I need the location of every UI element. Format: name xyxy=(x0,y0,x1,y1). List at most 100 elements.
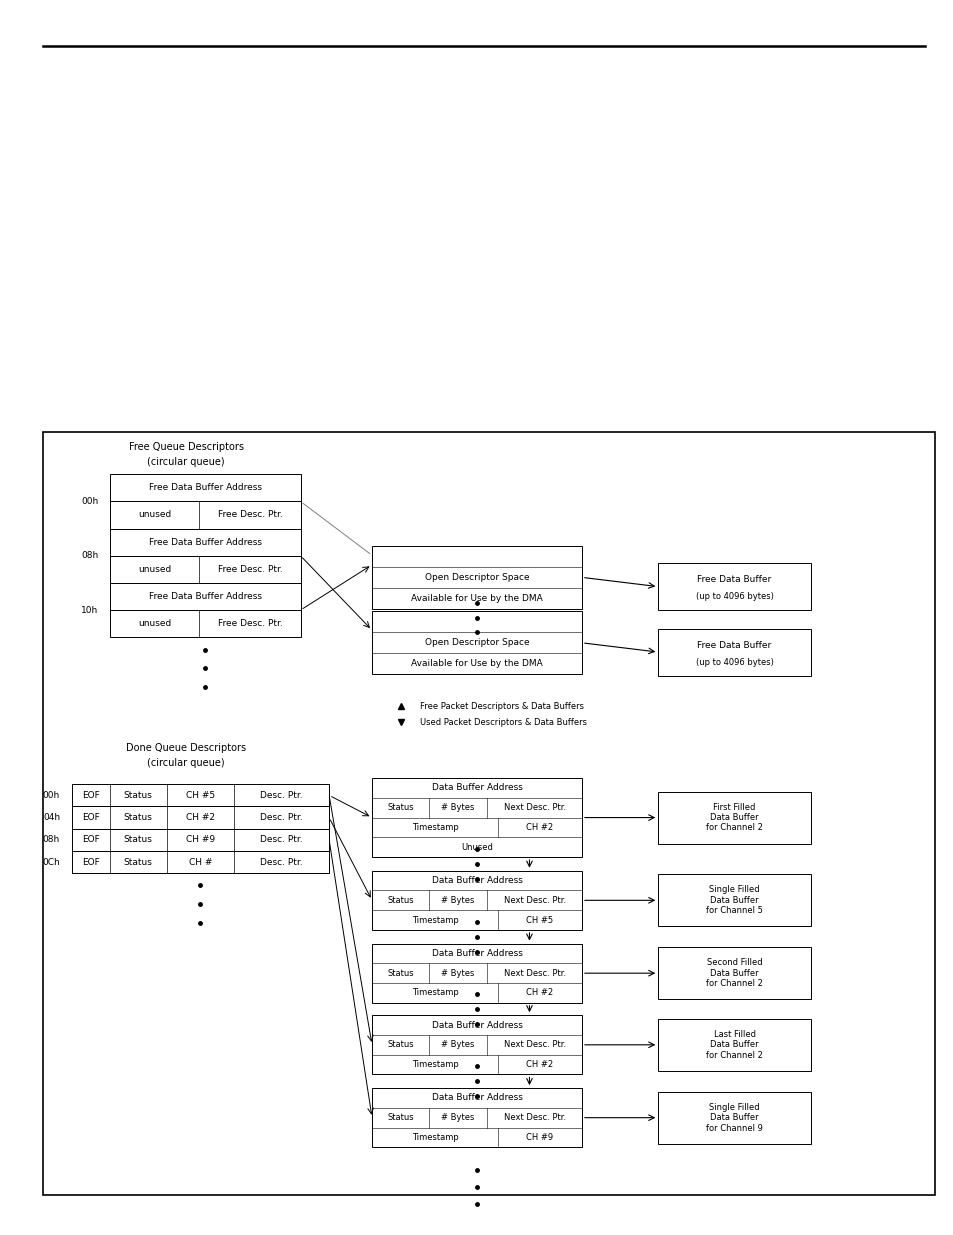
Bar xyxy=(71,784,329,806)
Text: CH #2: CH #2 xyxy=(186,813,214,823)
Text: Used Packet Descriptors & Data Buffers: Used Packet Descriptors & Data Buffers xyxy=(419,718,586,727)
Text: (circular queue): (circular queue) xyxy=(147,457,225,467)
Text: CH #5: CH #5 xyxy=(186,790,214,800)
Bar xyxy=(372,1015,581,1074)
Text: Desc. Ptr.: Desc. Ptr. xyxy=(260,857,302,867)
Bar xyxy=(71,851,329,873)
Text: Done Queue Descriptors: Done Queue Descriptors xyxy=(126,743,246,753)
Text: Unused: Unused xyxy=(460,842,493,852)
Bar xyxy=(372,871,581,930)
Bar xyxy=(658,1092,810,1144)
Text: Free Packet Descriptors & Data Buffers: Free Packet Descriptors & Data Buffers xyxy=(419,701,583,711)
Text: Timestamp: Timestamp xyxy=(411,1132,458,1142)
Bar xyxy=(372,611,581,674)
Bar xyxy=(110,610,300,637)
Text: Next Desc. Ptr.: Next Desc. Ptr. xyxy=(503,1113,565,1123)
Text: CH #2: CH #2 xyxy=(526,823,553,832)
Text: EOF: EOF xyxy=(82,857,99,867)
Text: Open Descriptor Space: Open Descriptor Space xyxy=(424,638,529,647)
Bar xyxy=(71,806,329,829)
Text: Data Buffer Address: Data Buffer Address xyxy=(431,1093,522,1103)
Text: Open Descriptor Space: Open Descriptor Space xyxy=(424,573,529,582)
Text: Free Data Buffer: Free Data Buffer xyxy=(697,641,771,650)
Bar xyxy=(372,944,581,1003)
Text: Available for Use by the DMA: Available for Use by the DMA xyxy=(411,594,542,603)
Text: unused: unused xyxy=(138,619,171,629)
Text: Timestamp: Timestamp xyxy=(411,1060,458,1070)
Text: # Bytes: # Bytes xyxy=(441,803,475,813)
Text: EOF: EOF xyxy=(82,790,99,800)
Text: First Filled
Data Buffer
for Channel 2: First Filled Data Buffer for Channel 2 xyxy=(705,803,762,832)
Text: Free Desc. Ptr.: Free Desc. Ptr. xyxy=(217,564,282,574)
Text: Free Queue Descriptors: Free Queue Descriptors xyxy=(129,442,243,452)
Text: Data Buffer Address: Data Buffer Address xyxy=(431,783,522,793)
Text: Free Data Buffer Address: Free Data Buffer Address xyxy=(149,483,261,493)
Bar xyxy=(110,529,300,556)
Bar xyxy=(658,874,810,926)
Text: Next Desc. Ptr.: Next Desc. Ptr. xyxy=(503,968,565,978)
Bar xyxy=(372,778,581,857)
Bar xyxy=(71,829,329,851)
Text: EOF: EOF xyxy=(82,813,99,823)
Text: 00h: 00h xyxy=(81,496,98,506)
Text: Free Desc. Ptr.: Free Desc. Ptr. xyxy=(217,510,282,520)
Text: Next Desc. Ptr.: Next Desc. Ptr. xyxy=(503,895,565,905)
Bar xyxy=(43,432,934,1195)
Text: Free Data Buffer Address: Free Data Buffer Address xyxy=(149,592,261,601)
Text: EOF: EOF xyxy=(82,835,99,845)
Text: Data Buffer Address: Data Buffer Address xyxy=(431,1020,522,1030)
Text: Free Data Buffer Address: Free Data Buffer Address xyxy=(149,537,261,547)
Text: Timestamp: Timestamp xyxy=(411,915,458,925)
Text: Status: Status xyxy=(387,1113,414,1123)
Bar xyxy=(110,583,300,610)
Text: Next Desc. Ptr.: Next Desc. Ptr. xyxy=(503,1040,565,1050)
Bar xyxy=(658,629,810,676)
Bar xyxy=(110,474,300,501)
Text: Available for Use by the DMA: Available for Use by the DMA xyxy=(411,659,542,668)
Text: 00h: 00h xyxy=(43,790,60,800)
Text: unused: unused xyxy=(138,564,171,574)
Text: Data Buffer Address: Data Buffer Address xyxy=(431,948,522,958)
Text: Status: Status xyxy=(387,968,414,978)
Text: (up to 4096 bytes): (up to 4096 bytes) xyxy=(695,593,773,601)
Text: Status: Status xyxy=(124,835,152,845)
Text: Status: Status xyxy=(124,790,152,800)
Text: (circular queue): (circular queue) xyxy=(147,758,225,768)
Bar xyxy=(658,792,810,844)
Text: unused: unused xyxy=(138,510,171,520)
Text: Status: Status xyxy=(387,895,414,905)
Text: 04h: 04h xyxy=(43,813,60,823)
Text: Timestamp: Timestamp xyxy=(411,823,458,832)
Text: (up to 4096 bytes): (up to 4096 bytes) xyxy=(695,658,773,667)
Text: Data Buffer Address: Data Buffer Address xyxy=(431,876,522,885)
Bar xyxy=(658,947,810,999)
Text: CH #: CH # xyxy=(189,857,212,867)
Bar xyxy=(658,563,810,610)
Text: Status: Status xyxy=(124,813,152,823)
Bar xyxy=(372,546,581,609)
Text: CH #5: CH #5 xyxy=(526,915,553,925)
Text: Timestamp: Timestamp xyxy=(411,988,458,998)
Bar xyxy=(372,1088,581,1147)
Text: Free Data Buffer: Free Data Buffer xyxy=(697,576,771,584)
Text: Last Filled
Data Buffer
for Channel 2: Last Filled Data Buffer for Channel 2 xyxy=(705,1030,762,1060)
Text: Desc. Ptr.: Desc. Ptr. xyxy=(260,790,302,800)
Text: CH #9: CH #9 xyxy=(526,1132,553,1142)
Text: Desc. Ptr.: Desc. Ptr. xyxy=(260,813,302,823)
Text: Status: Status xyxy=(387,1040,414,1050)
Text: Next Desc. Ptr.: Next Desc. Ptr. xyxy=(503,803,565,813)
Text: # Bytes: # Bytes xyxy=(441,968,475,978)
Text: # Bytes: # Bytes xyxy=(441,1113,475,1123)
Text: 08h: 08h xyxy=(81,551,98,561)
Bar xyxy=(110,501,300,529)
Text: Status: Status xyxy=(387,803,414,813)
Text: Desc. Ptr.: Desc. Ptr. xyxy=(260,835,302,845)
Text: # Bytes: # Bytes xyxy=(441,1040,475,1050)
Text: Single Filled
Data Buffer
for Channel 9: Single Filled Data Buffer for Channel 9 xyxy=(705,1103,762,1132)
Text: # Bytes: # Bytes xyxy=(441,895,475,905)
Text: Free Desc. Ptr.: Free Desc. Ptr. xyxy=(217,619,282,629)
Text: 10h: 10h xyxy=(81,605,98,615)
Bar xyxy=(658,1019,810,1071)
Text: Single Filled
Data Buffer
for Channel 5: Single Filled Data Buffer for Channel 5 xyxy=(705,885,762,915)
Text: CH #2: CH #2 xyxy=(526,988,553,998)
